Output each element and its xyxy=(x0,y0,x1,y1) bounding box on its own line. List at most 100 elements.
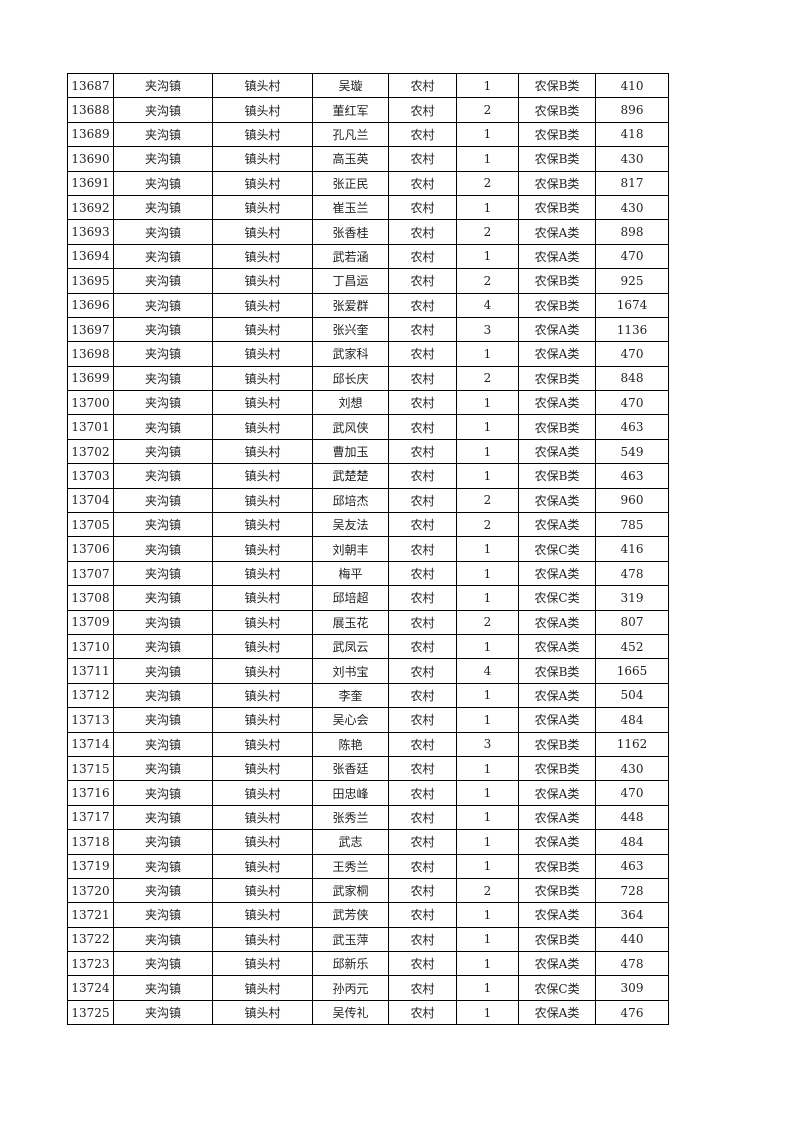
table-row: 13712 夹沟镇 镇头村 李奎 农村 1 农保A类 504 xyxy=(67,682,669,709)
category-cell: 农保B类 xyxy=(518,170,596,196)
amount-cell: 1162 xyxy=(595,731,669,757)
amount-cell: 484 xyxy=(595,829,669,855)
id-cell: 13702 xyxy=(67,438,114,465)
town-cell: 夹沟镇 xyxy=(113,414,213,440)
table-row: 13720 夹沟镇 镇头村 武家桐 农村 2 农保B类 728 xyxy=(67,877,669,904)
name-cell: 吴璇 xyxy=(312,72,389,99)
type-cell: 农村 xyxy=(388,999,457,1026)
town-cell: 夹沟镇 xyxy=(113,194,213,221)
type-cell: 农村 xyxy=(388,536,457,562)
village-cell: 镇头村 xyxy=(212,438,313,465)
id-cell: 13713 xyxy=(67,707,114,733)
type-cell: 农村 xyxy=(388,219,457,245)
town-cell: 夹沟镇 xyxy=(113,658,213,684)
amount-cell: 416 xyxy=(595,536,669,562)
count-cell: 1 xyxy=(456,975,519,1001)
table-row: 13690 夹沟镇 镇头村 高玉英 农村 1 农保B类 430 xyxy=(67,146,669,172)
id-cell: 13723 xyxy=(67,951,114,977)
name-cell: 张香桂 xyxy=(312,219,389,245)
village-cell: 镇头村 xyxy=(212,219,313,245)
name-cell: 武风侠 xyxy=(312,414,389,440)
town-cell: 夹沟镇 xyxy=(113,926,213,953)
name-cell: 刘想 xyxy=(312,390,389,416)
table-body: 13687 夹沟镇 镇头村 吴璇 农村 1 农保B类 410 13688 夹沟镇 镇头村 董红军 农村 2… xyxy=(67,72,669,1026)
category-cell: 农保A类 xyxy=(518,829,596,855)
amount-cell: 410 xyxy=(595,72,669,99)
count-cell: 1 xyxy=(456,390,519,416)
name-cell: 刘书宝 xyxy=(312,658,389,684)
village-cell: 镇头村 xyxy=(212,243,313,270)
amount-cell: 418 xyxy=(595,121,669,148)
village-cell: 镇头村 xyxy=(212,341,313,367)
town-cell: 夹沟镇 xyxy=(113,390,213,416)
town-cell: 夹沟镇 xyxy=(113,170,213,196)
town-cell: 夹沟镇 xyxy=(113,512,213,538)
town-cell: 夹沟镇 xyxy=(113,341,213,367)
type-cell: 农村 xyxy=(388,951,457,977)
id-cell: 13725 xyxy=(67,999,114,1026)
table-row: 13692 夹沟镇 镇头村 崔玉兰 农村 1 农保B类 430 xyxy=(67,194,669,221)
town-cell: 夹沟镇 xyxy=(113,902,213,928)
amount-cell: 728 xyxy=(595,877,669,904)
count-cell: 3 xyxy=(456,731,519,757)
amount-cell: 319 xyxy=(595,585,669,611)
amount-cell: 470 xyxy=(595,341,669,367)
type-cell: 农村 xyxy=(388,731,457,757)
town-cell: 夹沟镇 xyxy=(113,219,213,245)
town-cell: 夹沟镇 xyxy=(113,463,213,489)
name-cell: 展玉花 xyxy=(312,609,389,635)
amount-cell: 785 xyxy=(595,512,669,538)
village-cell: 镇头村 xyxy=(212,633,313,660)
amount-cell: 925 xyxy=(595,268,669,294)
name-cell: 吴传礼 xyxy=(312,999,389,1026)
name-cell: 张正民 xyxy=(312,170,389,196)
table-row: 13705 夹沟镇 镇头村 吴友法 农村 2 农保A类 785 xyxy=(67,512,669,538)
name-cell: 武若涵 xyxy=(312,243,389,270)
town-cell: 夹沟镇 xyxy=(113,243,213,270)
town-cell: 夹沟镇 xyxy=(113,487,213,514)
category-cell: 农保B类 xyxy=(518,268,596,294)
amount-cell: 484 xyxy=(595,707,669,733)
id-cell: 13699 xyxy=(67,365,114,392)
name-cell: 张爱群 xyxy=(312,292,389,318)
town-cell: 夹沟镇 xyxy=(113,682,213,709)
count-cell: 1 xyxy=(456,243,519,270)
count-cell: 1 xyxy=(456,341,519,367)
category-cell: 农保A类 xyxy=(518,243,596,270)
village-cell: 镇头村 xyxy=(212,390,313,416)
id-cell: 13720 xyxy=(67,877,114,904)
table-row: 13719 夹沟镇 镇头村 王秀兰 农村 1 农保B类 463 xyxy=(67,853,669,879)
count-cell: 2 xyxy=(456,487,519,514)
name-cell: 吴心会 xyxy=(312,707,389,733)
village-cell: 镇头村 xyxy=(212,585,313,611)
table-row: 13706 夹沟镇 镇头村 刘朝丰 农村 1 农保C类 416 xyxy=(67,536,669,562)
id-cell: 13714 xyxy=(67,731,114,757)
amount-cell: 463 xyxy=(595,463,669,489)
name-cell: 邱长庆 xyxy=(312,365,389,392)
town-cell: 夹沟镇 xyxy=(113,633,213,660)
category-cell: 农保A类 xyxy=(518,512,596,538)
table-row: 13717 夹沟镇 镇头村 张秀兰 农村 1 农保A类 448 xyxy=(67,804,669,831)
town-cell: 夹沟镇 xyxy=(113,72,213,99)
count-cell: 3 xyxy=(456,316,519,343)
count-cell: 1 xyxy=(456,951,519,977)
table-row: 13694 夹沟镇 镇头村 武若涵 农村 1 农保A类 470 xyxy=(67,243,669,270)
amount-cell: 430 xyxy=(595,194,669,221)
type-cell: 农村 xyxy=(388,170,457,196)
count-cell: 1 xyxy=(456,829,519,855)
table-row: 13702 夹沟镇 镇头村 曹加玉 农村 1 农保A类 549 xyxy=(67,438,669,465)
count-cell: 1 xyxy=(456,902,519,928)
village-cell: 镇头村 xyxy=(212,975,313,1001)
village-cell: 镇头村 xyxy=(212,536,313,562)
type-cell: 农村 xyxy=(388,707,457,733)
count-cell: 4 xyxy=(456,658,519,684)
category-cell: 农保A类 xyxy=(518,951,596,977)
table-row: 13707 夹沟镇 镇头村 梅平 农村 1 农保A类 478 xyxy=(67,560,669,587)
count-cell: 1 xyxy=(456,633,519,660)
village-cell: 镇头村 xyxy=(212,487,313,514)
name-cell: 张兴奎 xyxy=(312,316,389,343)
village-cell: 镇头村 xyxy=(212,829,313,855)
id-cell: 13703 xyxy=(67,463,114,489)
table-row: 13704 夹沟镇 镇头村 邱培杰 农村 2 农保A类 960 xyxy=(67,487,669,514)
village-cell: 镇头村 xyxy=(212,780,313,806)
